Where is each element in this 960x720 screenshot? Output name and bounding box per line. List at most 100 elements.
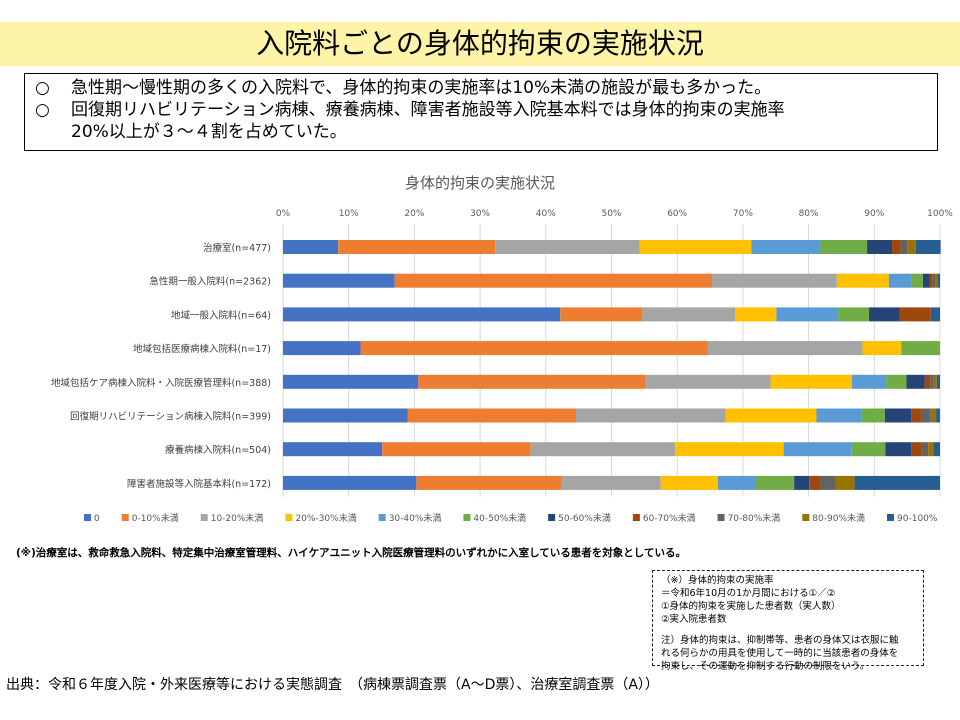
- definition-line-3: ①身体的拘束を実施した患者数（実人数）: [661, 601, 841, 612]
- legend-label: 70-80%未満: [728, 512, 781, 524]
- legend-label: 90-100%: [897, 514, 938, 524]
- definition-line-5: 注）身体的拘束は、抑制帯等、患者の身体又は衣服に触: [661, 635, 899, 646]
- source-citation: 出典：令和６年度入院・外来医療等における実態調査 （病棟票調査票（A～D票）、治…: [6, 677, 659, 693]
- bar-segment: [495, 240, 640, 254]
- bar-segment: [360, 341, 709, 356]
- bar-segment: [717, 475, 757, 490]
- bar-segment: [712, 273, 837, 288]
- bar-segment: [838, 307, 870, 322]
- bar-segment: [869, 307, 900, 322]
- x-tick-label: 50%: [601, 209, 621, 219]
- legend-label: 40-50%未満: [473, 512, 526, 524]
- bar-segment: [783, 442, 852, 457]
- bar-segment: [936, 374, 940, 389]
- x-tick-label: 0%: [276, 209, 291, 219]
- definition-line-1: （※）身体的拘束の実施率: [661, 575, 774, 586]
- x-tick-label: 70%: [733, 209, 753, 219]
- definition-line-7: 拘束し、その運動を抑制する行動の制限をいう。: [661, 661, 870, 672]
- bar-segment: [936, 408, 940, 423]
- bar-segment: [901, 341, 940, 356]
- bar-segment: [930, 374, 934, 389]
- category-label: 回復期リハビリテーション病棟入院料(n=399): [70, 411, 271, 423]
- bar-segment: [933, 442, 940, 457]
- chart-title: 身体的拘束の実施状況: [405, 174, 555, 192]
- bar-segment: [911, 273, 923, 288]
- bar-segment: [394, 273, 713, 288]
- bar-segment: [708, 341, 863, 356]
- bar-segment: [576, 408, 726, 423]
- category-label: 地域包括医療病棟入院料(n=17): [133, 343, 271, 355]
- category-label: 療養病棟入院料(n=504): [165, 444, 271, 456]
- bar-segment: [751, 240, 821, 254]
- bar-segment: [283, 273, 395, 288]
- stacked-bar-chart: 身体的拘束の実施状況 0% 10% 20% 30% 40% 50% 60% 70% 80% 90% 1…: [51, 174, 953, 524]
- bar-segment: [675, 442, 784, 457]
- category-label: 地域一般入院料(n=64): [171, 309, 271, 321]
- category-label: 治療室(n=477): [203, 242, 271, 254]
- bar-segment: [639, 240, 752, 254]
- legend-label: 0: [94, 514, 100, 524]
- bar-segment: [407, 408, 577, 423]
- bar-segment: [416, 475, 562, 490]
- summary-line-1: ○ 急性期～慢性期の多くの入院料で、身体的拘束の実施率は10%未満の施設が最も多か…: [35, 77, 927, 99]
- x-tick-label: 90%: [864, 209, 884, 219]
- definition-line-2: ＝令和6年10月の1か月間における①／②: [661, 588, 836, 599]
- bar-segment: [867, 240, 893, 254]
- x-tick-label: 10%: [339, 209, 359, 219]
- bar-segment: [888, 273, 912, 288]
- summary-text-1: 急性期～慢性期の多くの入院料で、身体的拘束の実施率は10%未満の施設が最も多かっ…: [71, 78, 772, 98]
- legend-label: 50-60%未満: [558, 512, 611, 524]
- bar-segment: [886, 374, 907, 389]
- summary-box: ○ 急性期～慢性期の多くの入院料で、身体的拘束の実施率は10%未満の施設が最も多か…: [24, 73, 938, 151]
- legend-label: 30-40%未満: [389, 512, 442, 524]
- bar-segment: [283, 307, 561, 322]
- bar-segment: [735, 307, 777, 322]
- bar-segment: [907, 240, 916, 254]
- bar-segment: [283, 341, 361, 356]
- bar-segment: [725, 408, 817, 423]
- bar-segment: [809, 475, 821, 490]
- category-label: 地域包括ケア病棟入院料・入院医療管理料(n=388): [51, 377, 271, 389]
- bar-segment: [900, 240, 908, 254]
- bar-segment: [862, 341, 902, 356]
- definition-line-4: ②実入院患者数: [661, 614, 727, 625]
- bar-segment: [851, 374, 887, 389]
- summary-text-2: 回復期リハビリテーション病棟、療養病棟、障害者施設等入院基本料では身体的拘束の実…: [71, 100, 785, 120]
- bar-segment: [560, 307, 643, 322]
- bar-segment: [776, 307, 839, 322]
- x-tick-label: 100%: [927, 209, 953, 219]
- legend-swatch: [200, 514, 208, 521]
- legend-swatch: [717, 514, 725, 521]
- legend-swatch: [121, 514, 129, 521]
- bar-segment: [933, 374, 937, 389]
- x-tick-label: 80%: [799, 209, 819, 219]
- bar-segment: [642, 307, 736, 322]
- legend-swatch: [548, 514, 556, 521]
- bar-segment: [794, 475, 810, 490]
- bullet-mark: ○: [35, 78, 50, 98]
- bar-segment: [561, 475, 661, 490]
- x-tick-label: 40%: [536, 209, 556, 219]
- x-tick-label: 20%: [404, 209, 424, 219]
- bar-segment: [816, 408, 862, 423]
- bar-segment: [885, 442, 912, 457]
- category-label: 障害者施設等入院基本料(n=172): [127, 478, 271, 490]
- bar-segment: [820, 475, 836, 490]
- bar-segment: [283, 240, 339, 254]
- legend-label: 80-90%未満: [812, 512, 865, 524]
- bar-segment: [283, 374, 419, 389]
- bar-segment: [937, 273, 940, 288]
- summary-line-3: 20%以上が３～４割を占めていた。: [71, 122, 347, 142]
- bar-segment: [915, 240, 941, 254]
- legend-label: 20%-30%未満: [295, 512, 356, 524]
- category-label: 急性期一般入院料(n=2362): [149, 276, 271, 288]
- bar-segment: [932, 273, 936, 288]
- footnote: (※)治療室は、救命救急入院料、特定集中治療室管理料、ハイケアユニット入院医療管…: [16, 547, 686, 559]
- legend-label: 10-20%未満: [211, 512, 264, 524]
- bar-segment: [899, 307, 931, 322]
- bar-segment: [645, 374, 771, 389]
- bar-segment: [922, 273, 930, 288]
- bar-segment: [861, 408, 885, 423]
- bar-segment: [911, 408, 921, 423]
- bar-segment: [418, 374, 646, 389]
